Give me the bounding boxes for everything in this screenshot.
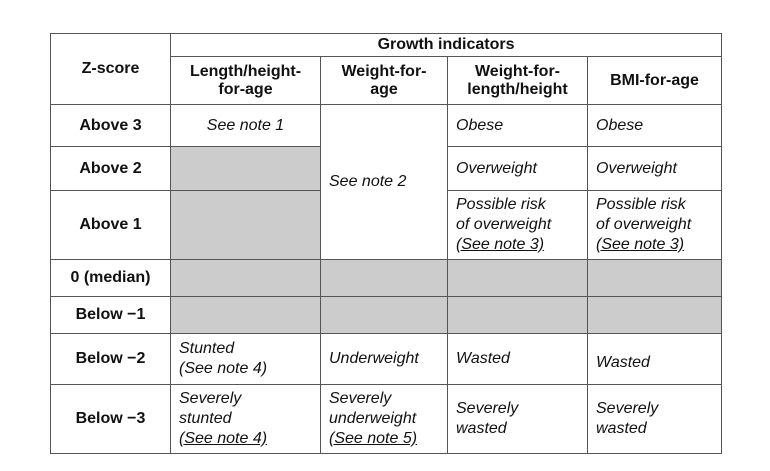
below2-length-height-cell: Stunted (See note 4) <box>170 333 321 385</box>
below3-bmi-cell: Severely wasted <box>586 384 723 454</box>
bmi-for-age-header: BMI-for-age <box>586 56 723 105</box>
row-label-above-1: Above 1 <box>50 190 171 260</box>
row-label-above-3: Above 3 <box>50 104 171 147</box>
weight-for-age-note-cell: See note 2 <box>320 104 448 260</box>
below3-weight-for-length-cell: Severely wasted <box>447 384 588 454</box>
below2-weight-for-age-cell: Underweight <box>320 333 448 385</box>
median-shaded-cell <box>320 259 448 297</box>
below1-shaded-cell <box>320 296 448 334</box>
below1-shaded-cell <box>447 296 588 334</box>
above2-bmi-cell: Overweight <box>586 146 723 191</box>
below3-weight-for-age-cell: Severely underweight (See note 5) <box>320 384 448 454</box>
below3-length-height-cell: Severely stunted (See note 4) <box>170 384 321 454</box>
below2-weight-for-length-cell: Wasted <box>447 333 588 385</box>
above2-weight-for-length-cell: Overweight <box>447 146 588 191</box>
weight-for-length-height-header: Weight-for- length/height <box>447 56 588 105</box>
above3-bmi-cell: Obese <box>586 104 723 147</box>
zscore-header: Z-score <box>50 33 171 105</box>
below1-shaded-cell <box>170 296 321 334</box>
row-label-below-2: Below −2 <box>50 333 171 385</box>
row-label-above-2: Above 2 <box>50 146 171 191</box>
length-height-for-age-header: Length/height- for-age <box>170 56 321 105</box>
median-shaded-cell <box>170 259 321 297</box>
growth-indicators-header: Growth indicators <box>169 33 723 57</box>
above1-bmi-cell: Possible risk of overweight (See note 3) <box>586 190 723 260</box>
row-label-below-1: Below −1 <box>50 296 171 334</box>
above3-weight-for-length-cell: Obese <box>447 104 588 147</box>
median-shaded-cell <box>586 259 723 297</box>
median-shaded-cell <box>447 259 588 297</box>
below2-bmi-cell: Wasted <box>586 333 723 385</box>
above2-length-height-shaded-cell <box>170 146 321 191</box>
growth-indicators-table: Z-score Growth indicators Length/height-… <box>50 33 723 454</box>
row-label-median: 0 (median) <box>50 259 171 297</box>
above1-weight-for-length-cell: Possible risk of overweight (See note 3) <box>447 190 588 260</box>
below1-shaded-cell <box>586 296 723 334</box>
above3-length-height-cell: See note 1 <box>170 104 321 147</box>
row-label-below-3: Below −3 <box>50 384 171 454</box>
weight-for-age-header: Weight-for- age <box>320 56 448 105</box>
above1-length-height-shaded-cell <box>170 190 321 260</box>
